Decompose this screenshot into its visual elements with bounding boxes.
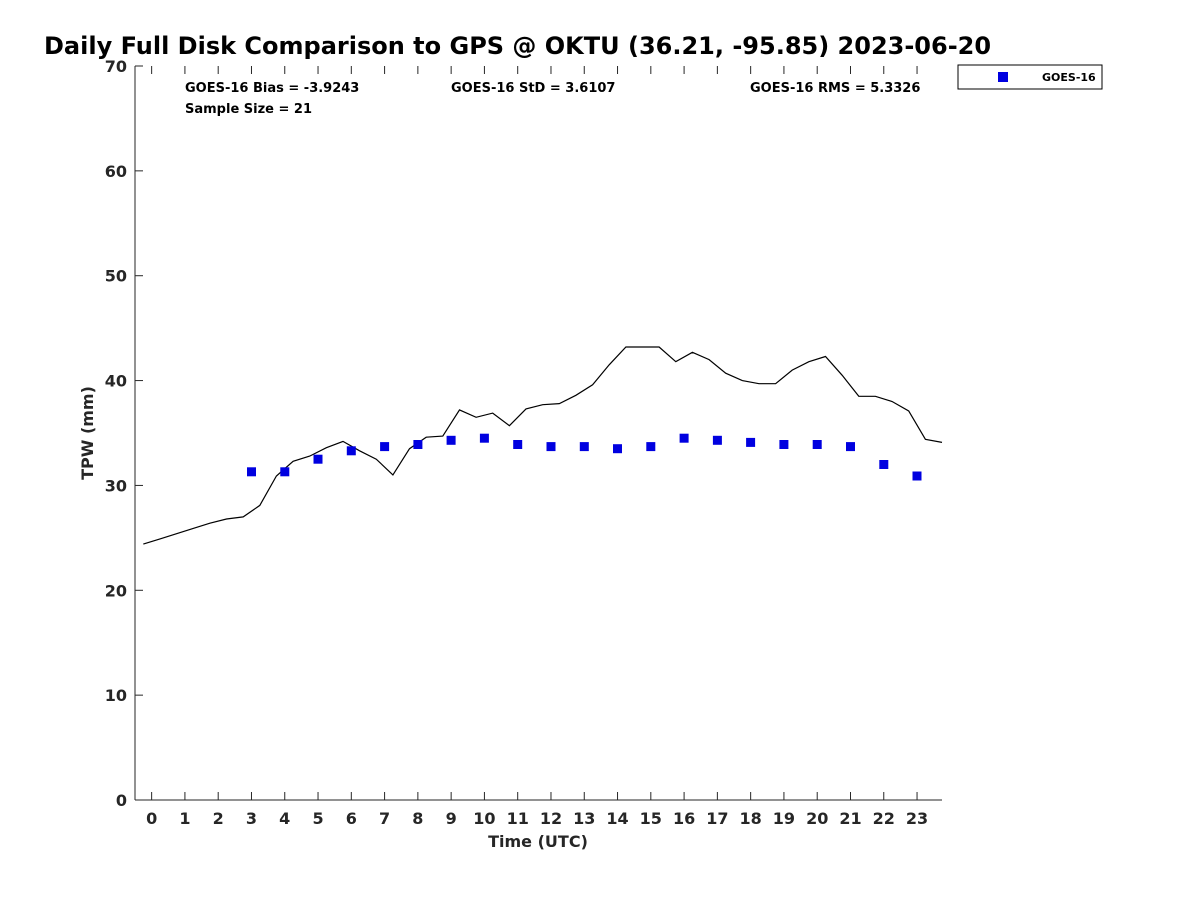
goes-16-point: [313, 454, 323, 464]
goes-16-point: [812, 440, 822, 449]
legend-entry-goes-16: GOES-16: [1042, 71, 1096, 84]
x-tick-label: 2: [213, 809, 224, 828]
y-tick-label: 50: [105, 267, 127, 286]
y-tick-label: 60: [105, 162, 127, 181]
x-tick-label: 20: [806, 809, 828, 828]
x-tick-label: 15: [640, 809, 662, 828]
x-tick-label: 3: [246, 809, 257, 828]
y-ticks: 0 10 20 30 40 50 60 70: [105, 57, 143, 810]
goes-16-point: [779, 440, 789, 449]
x-tick-label: 7: [379, 809, 390, 828]
x-tick-label: 5: [312, 809, 323, 828]
goes-16-point: [247, 467, 256, 477]
goes-16-point: [846, 442, 855, 452]
goes-16-point: [879, 460, 889, 469]
gps-series: [143, 346, 943, 545]
goes-16-point: [479, 433, 489, 443]
x-tick-label: 6: [346, 809, 357, 828]
y-axis-label: TPW (mm): [78, 386, 97, 480]
goes-16-point: [579, 442, 589, 452]
x-tick-label: 11: [507, 809, 529, 828]
goes-16-series: [247, 433, 922, 481]
x-tick-label: 1: [179, 809, 190, 828]
x-tick-label: 18: [740, 809, 762, 828]
x-tick-label: 23: [906, 809, 928, 828]
x-tick-label: 9: [446, 809, 457, 828]
x-ticks: 0 1 2 3 4 5 6 7 8 9 10 11 12 13 14 15 16 17 18 19 20 21 22 23: [146, 66, 928, 828]
goes-16-point: [646, 442, 656, 452]
y-tick-label: 0: [116, 791, 127, 810]
goes-16-point: [613, 444, 622, 454]
goes-16-point: [380, 442, 390, 452]
x-tick-label: 17: [706, 809, 728, 828]
x-tick-label: 22: [873, 809, 895, 828]
bias-stat: GOES-16 Bias = -3.9243: [185, 81, 359, 96]
y-tick-label: 30: [105, 476, 127, 495]
x-tick-label: 14: [606, 809, 628, 828]
y-tick-label: 40: [105, 372, 127, 391]
legend-box: [957, 64, 1103, 90]
legend-marker-square: [998, 72, 1008, 82]
goes-16-point: [712, 435, 722, 445]
x-tick-label: 0: [146, 809, 157, 828]
rms-stat: GOES-16 RMS = 5.3326: [750, 81, 920, 96]
chart-title: Daily Full Disk Comparison to GPS @ OKTU…: [44, 32, 991, 60]
legend: GOES-16: [957, 64, 1103, 90]
y-tick-label: 10: [105, 686, 127, 705]
x-tick-label: 13: [573, 809, 595, 828]
goes-16-point: [679, 433, 689, 443]
plot-axes: [134, 66, 942, 801]
gps-tpw-line: [143, 346, 943, 545]
x-tick-label: 8: [412, 809, 423, 828]
goes-16-point: [280, 467, 290, 477]
goes-16-point: [446, 435, 456, 445]
goes-16-point: [413, 440, 423, 449]
goes-16-point: [346, 446, 356, 456]
x-tick-label: 19: [773, 809, 795, 828]
goes-16-point: [513, 440, 523, 449]
sample-size-stat: Sample Size = 21: [185, 102, 312, 117]
x-tick-label: 16: [673, 809, 695, 828]
std-stat: GOES-16 StD = 3.6107: [451, 81, 615, 96]
x-tick-label: 4: [279, 809, 290, 828]
goes-16-point: [912, 471, 922, 481]
x-tick-label: 10: [473, 809, 495, 828]
x-tick-label: 12: [540, 809, 562, 828]
stats-annotations: GOES-16 Bias = -3.9243 GOES-16 StD = 3.6…: [185, 81, 920, 117]
y-tick-label: 70: [105, 57, 127, 76]
y-tick-label: 20: [105, 581, 127, 600]
goes-16-point: [546, 442, 556, 452]
goes-16-point: [746, 437, 756, 447]
x-axis-label: Time (UTC): [488, 832, 588, 851]
x-tick-label: 21: [839, 809, 861, 828]
